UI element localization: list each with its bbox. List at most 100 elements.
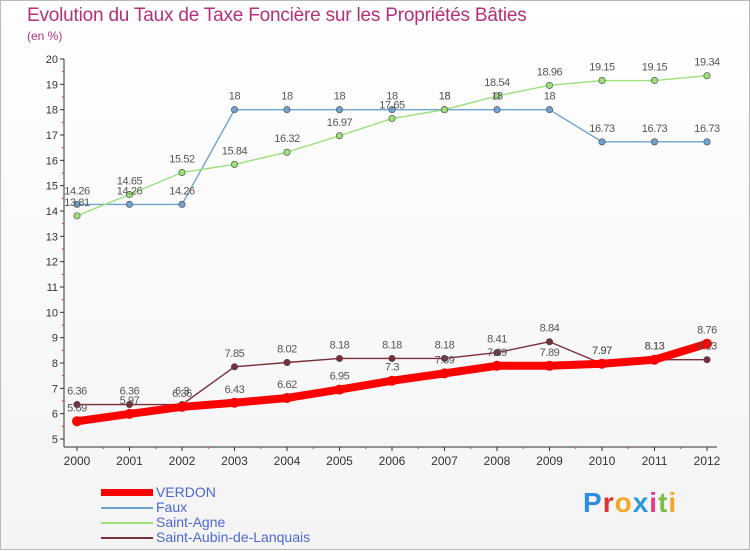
data-label-verdon: 8.76 [697, 325, 717, 337]
data-point-faux [493, 106, 501, 114]
data-label-saint-agne: 17.65 [379, 100, 405, 112]
data-label-faux: 14.26 [64, 185, 90, 197]
y-tick-label: 9 [52, 333, 58, 345]
legend-label: Saint-Aubin-de-Lanquais [156, 529, 311, 545]
data-label-saint-aubin-de-lanquais: 8.18 [330, 339, 350, 351]
data-point-saint-agne [388, 115, 396, 123]
y-tick-label: 15 [46, 181, 58, 193]
data-point-saint-agne [493, 92, 501, 100]
x-tick-label: 2011 [642, 454, 668, 468]
data-point-saint-aubin-de-lanquais [231, 363, 239, 371]
legend-label: Faux [156, 499, 188, 515]
legend-label: Saint-Agne [156, 514, 226, 530]
data-point-saint-agne [335, 132, 343, 140]
data-point-saint-agne [598, 77, 606, 85]
data-label-faux: 16.73 [694, 123, 720, 135]
data-point-faux [126, 200, 134, 208]
data-point-saint-aubin-de-lanquais [335, 354, 343, 362]
brand-logo-letter: t [658, 487, 669, 518]
data-point-saint-agne [545, 81, 553, 89]
x-tick-label: 2006 [379, 454, 406, 468]
data-label-verdon: 5.69 [67, 402, 87, 414]
data-point-verdon [72, 416, 82, 427]
data-point-saint-agne [283, 148, 291, 156]
data-label-faux: 16.73 [642, 123, 668, 135]
data-point-verdon [124, 408, 135, 419]
data-label-saint-agne: 16.32 [274, 133, 300, 145]
data-label-saint-agne: 19.15 [642, 62, 668, 74]
data-label-faux: 16.73 [589, 123, 615, 135]
data-label-saint-agne: 13.81 [64, 197, 90, 209]
data-label-saint-aubin-de-lanquais: 8.41 [487, 334, 507, 346]
series-group [72, 72, 712, 427]
x-tick-label: 2007 [431, 454, 458, 468]
data-point-verdon [492, 360, 502, 371]
data-label-verdon: 6.36 [172, 388, 192, 400]
y-tick-label: 12 [46, 257, 58, 269]
data-label-saint-aubin-de-lanquais: 7.97 [592, 345, 612, 357]
y-tick-label: 17 [46, 130, 58, 142]
x-tick-label: 2008 [484, 454, 511, 468]
data-point-verdon [439, 368, 450, 379]
data-point-saint-aubin-de-lanquais [703, 356, 711, 364]
x-tick-label: 2010 [589, 454, 616, 468]
axes: 5 6 7 8 9 10 11 12 13 14 15 16 17 18 19 20 2000 2001 2002 2… [46, 54, 721, 468]
data-point-saint-aubin-de-lanquais [440, 354, 448, 362]
data-label-saint-agne: 15.84 [222, 145, 248, 157]
data-label-saint-aubin-de-lanquais: 8.13 [697, 341, 717, 353]
data-point-faux [650, 138, 658, 146]
data-label-faux: 18 [229, 91, 241, 103]
brand-logo-letter: x [632, 487, 650, 518]
x-tick-label: 2002 [169, 454, 196, 468]
x-tick-label: 2012 [694, 454, 721, 468]
data-point-verdon [387, 375, 397, 386]
y-tick-label: 7 [52, 383, 58, 395]
legend-swatch [101, 507, 153, 509]
data-label-verdon: 6.43 [225, 384, 245, 396]
y-tick-label: 19 [46, 79, 58, 91]
legend-label: VERDON [156, 484, 216, 500]
brand-logo: Proxiti [583, 487, 677, 519]
data-label-faux: 18 [281, 91, 293, 103]
data-label-faux: 18 [439, 91, 451, 103]
data-labels: 14.26 14.26 14.26 18 18 18 18 18 18 18 16.73 16.73 1… [64, 57, 720, 415]
data-label-saint-aubin-de-lanquais: 6.36 [67, 386, 87, 398]
y-tick-label: 13 [46, 231, 58, 243]
data-label-saint-agne: 18.96 [537, 66, 563, 78]
brand-logo-letter: i [668, 487, 678, 518]
data-point-faux [388, 106, 396, 114]
x-tick-label: 2005 [326, 454, 353, 468]
brand-logo-letter: r [602, 487, 615, 518]
data-point-saint-agne [703, 72, 711, 80]
data-label-faux: 14.26 [169, 185, 195, 197]
x-tick-label: 2004 [274, 454, 301, 468]
data-point-faux [283, 106, 291, 114]
data-label-faux: 18 [386, 91, 398, 103]
data-point-verdon [597, 358, 607, 369]
data-point-saint-agne [178, 168, 186, 176]
data-label-saint-aubin-de-lanquais: 7.85 [225, 348, 245, 360]
data-label-verdon: 8.13 [645, 341, 665, 353]
data-label-saint-aubin-de-lanquais: 6.36 [120, 386, 140, 398]
data-label-saint-agne: 15.52 [169, 153, 195, 165]
y-tick-label: 6 [52, 409, 58, 421]
data-label-verdon: 6.62 [277, 379, 297, 391]
y-tick-label: 11 [47, 282, 58, 294]
y-tick-label: 16 [46, 155, 58, 167]
data-point-saint-aubin-de-lanquais [388, 354, 396, 362]
data-point-saint-aubin-de-lanquais [126, 401, 134, 409]
data-point-saint-aubin-de-lanquais [73, 401, 81, 409]
data-point-saint-aubin-de-lanquais [493, 349, 501, 357]
data-label-verdon: 7.97 [592, 345, 612, 357]
data-point-faux [231, 106, 239, 114]
data-point-saint-agne [231, 160, 239, 168]
data-point-saint-agne [650, 77, 658, 85]
brand-logo-letter: i [649, 487, 659, 518]
data-label-verdon: 7.89 [487, 347, 507, 359]
x-tick-label: 2003 [221, 454, 248, 468]
data-point-verdon [334, 384, 345, 395]
data-point-saint-agne [73, 212, 81, 220]
data-label-verdon: 6.95 [330, 371, 350, 383]
data-label-faux: 14.26 [117, 185, 143, 197]
brand-logo-letter: P [583, 487, 603, 518]
